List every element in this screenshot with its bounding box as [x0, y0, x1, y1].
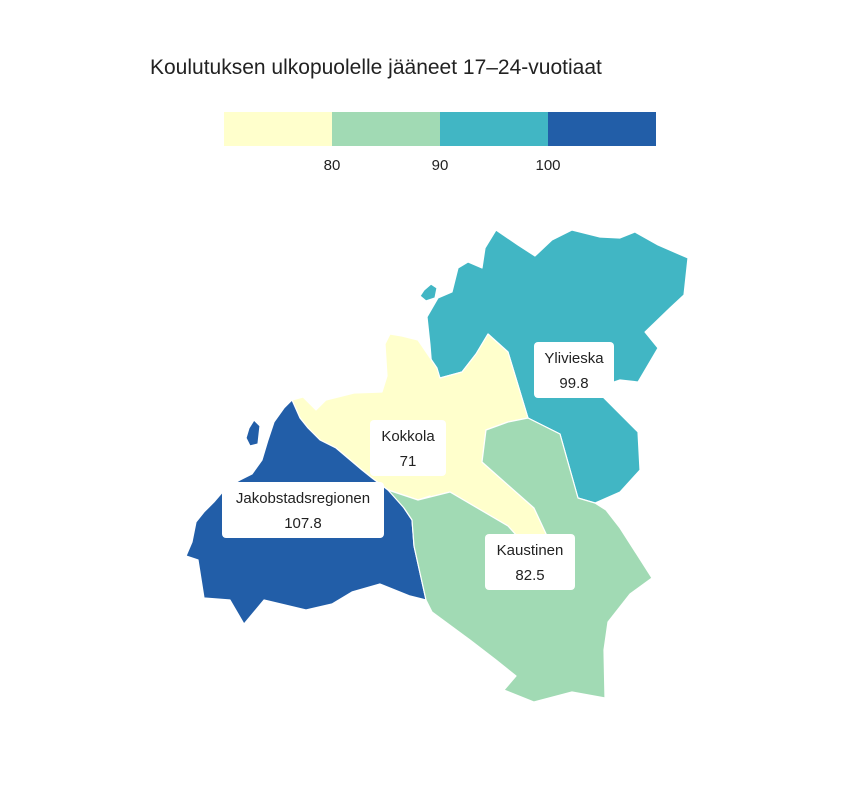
label-jakobstadsregionen-box: [222, 482, 384, 538]
label-kokkola: Kokkola 71: [370, 420, 446, 476]
legend-bin-2: [332, 112, 440, 146]
label-ylivieska: Ylivieska 99.8: [534, 342, 614, 398]
label-kokkola-box: [370, 420, 446, 476]
region-jakobstadsregionen-islet: [245, 419, 261, 447]
label-kaustinen-value: 82.5: [515, 567, 544, 584]
label-jakobstadsregionen: Jakobstadsregionen 107.8: [222, 482, 384, 538]
label-kaustinen-box: [485, 534, 575, 590]
label-jakobstadsregionen-name: Jakobstadsregionen: [236, 490, 370, 507]
legend-tick-90: 90: [432, 157, 449, 174]
legend-tick-80: 80: [324, 157, 341, 174]
legend-bin-1: [224, 112, 332, 146]
legend-bin-3: [440, 112, 548, 146]
legend: 80 90 100: [224, 112, 656, 174]
region-labels: Ylivieska 99.8 Kokkola 71 Jakobstadsregi…: [222, 342, 614, 590]
label-ylivieska-box: [534, 342, 614, 398]
label-kaustinen: Kaustinen 82.5: [485, 534, 575, 590]
label-kokkola-name: Kokkola: [381, 428, 435, 445]
map-title: Koulutuksen ulkopuolelle jääneet 17–24-v…: [150, 56, 602, 79]
label-ylivieska-name: Ylivieska: [544, 350, 604, 367]
label-jakobstadsregionen-value: 107.8: [284, 515, 322, 532]
label-kokkola-value: 71: [400, 453, 417, 470]
legend-tick-100: 100: [535, 157, 560, 174]
region-ylivieska-islet: [419, 283, 438, 302]
label-kaustinen-name: Kaustinen: [497, 542, 564, 559]
legend-bin-4: [548, 112, 656, 146]
label-ylivieska-value: 99.8: [559, 375, 588, 392]
